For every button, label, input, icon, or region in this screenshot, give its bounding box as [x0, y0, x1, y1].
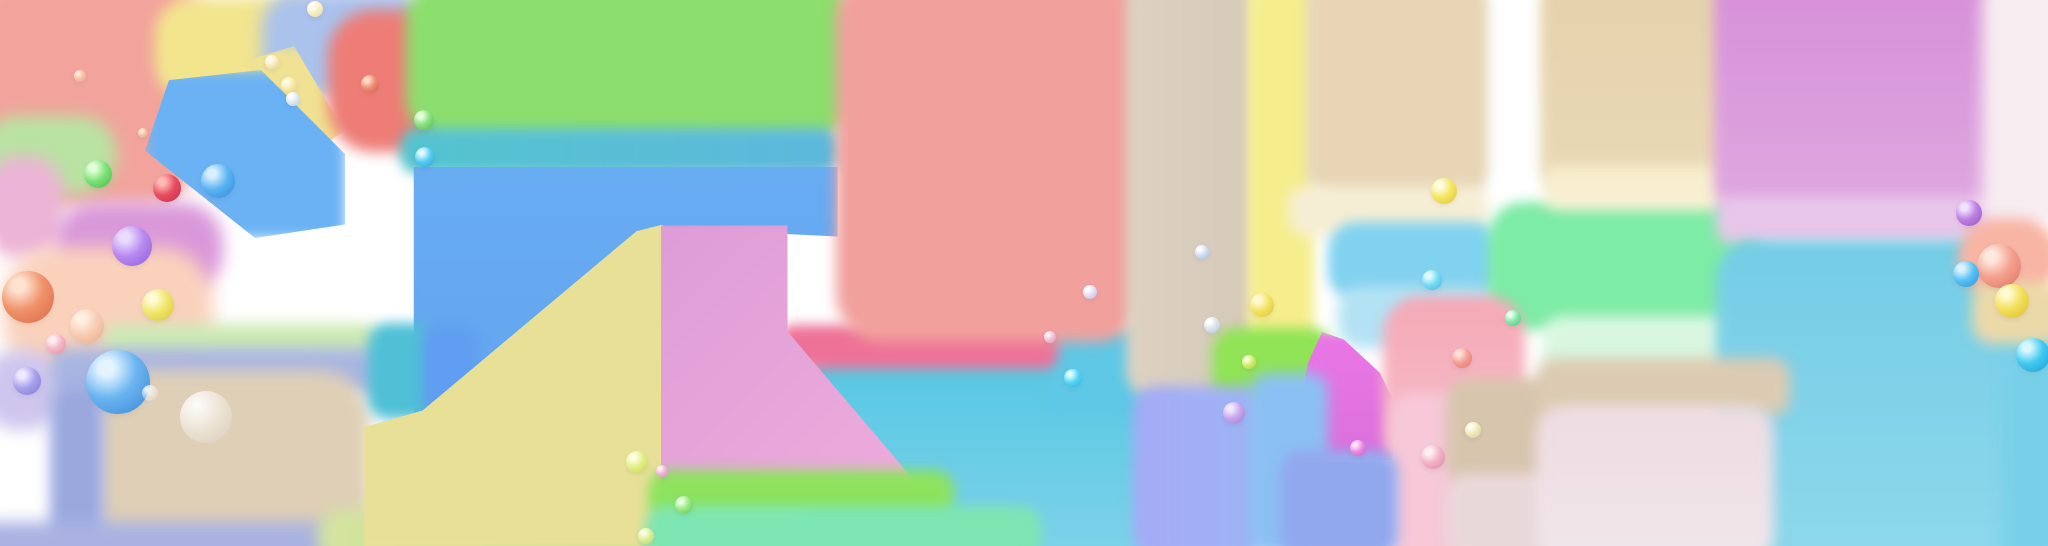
blob-mint-big: [1488, 202, 1760, 330]
sphere-violet-right: [1956, 200, 1982, 226]
sphere-violet: [112, 226, 152, 266]
sphere-bubble-2: [180, 391, 232, 443]
blob-cream-edge: [1543, 166, 1725, 210]
sphere-paleblue-tiny: [286, 92, 300, 106]
blob-orchid-right: [1714, 0, 1999, 216]
sphere-pink-mid: [1421, 445, 1445, 469]
sphere-lavender-mid: [1223, 402, 1245, 424]
sphere-paleblue-2: [1204, 317, 1220, 333]
sphere-peach-tiny-1: [74, 70, 86, 82]
blob-lavender-column2: [1280, 450, 1398, 546]
sphere-pink-small: [46, 334, 66, 354]
sphere-salmon-right: [1977, 244, 2021, 288]
sphere-pink-tiny-mid: [656, 465, 668, 477]
blob-teal-strip: [400, 128, 840, 174]
blob-tan2-block: [1306, 0, 1488, 200]
sphere-greenyellow: [1242, 355, 1256, 369]
blob-teal-wedge: [368, 323, 432, 419]
sphere-peach-tiny-2: [138, 128, 148, 138]
sphere-cream-top: [307, 1, 323, 17]
sphere-paleblue-1: [1195, 245, 1209, 259]
sphere-blue-mid-left: [201, 164, 235, 198]
sphere-cream-small: [1465, 422, 1481, 438]
sphere-yellow-right: [1431, 178, 1457, 204]
sphere-pink-tiny-2: [1044, 331, 1056, 343]
sphere-green-bottom: [675, 496, 693, 514]
sphere-salmonred-small: [361, 75, 379, 93]
sphere-blue-big: [86, 350, 150, 414]
sphere-salmon-big: [2, 271, 54, 323]
sphere-red: [153, 174, 181, 202]
sphere-green-midtop: [414, 110, 434, 130]
blob-khaki-right: [1540, 0, 1728, 192]
blob-lavender-bottomband: [0, 522, 342, 546]
sphere-cyan-midtop: [415, 147, 435, 167]
sphere-lemon: [281, 77, 297, 93]
sphere-green-left: [84, 160, 112, 188]
blob-periwinkle-column: [50, 383, 104, 546]
blob-lavender-column1: [1133, 386, 1265, 546]
sphere-yellowgreen-2: [638, 528, 654, 544]
sphere-blue-right: [1953, 261, 1979, 287]
blob-green-block: [406, 0, 854, 140]
sphere-cyan-small: [1064, 369, 1082, 387]
blob-topright-pale: [1982, 0, 2048, 225]
sphere-yellow-farright: [1995, 284, 2029, 318]
sphere-lavender: [13, 367, 41, 395]
sphere-yellow-left: [142, 289, 174, 321]
sphere-peach-mid: [70, 309, 104, 343]
sphere-palelavender: [1083, 285, 1097, 299]
sphere-cream-2: [265, 55, 279, 69]
sphere-yellow-mid: [1250, 293, 1274, 317]
sphere-bubble-1: [142, 385, 158, 401]
blob-lavenderpink-strip: [1716, 196, 1994, 244]
sphere-cyan-farright: [2016, 338, 2048, 372]
blob-mint-band: [645, 506, 1041, 546]
blob-palepink-bottom: [1536, 406, 1774, 546]
blob-pinklavender-left: [0, 156, 63, 258]
blob-salmon-center: [836, 0, 1144, 342]
sphere-mintgreen: [1505, 310, 1521, 326]
sphere-magenta-small: [1350, 440, 1366, 456]
sphere-salmon-small: [1452, 348, 1472, 368]
sphere-cyan-right: [1422, 270, 1442, 290]
sphere-yellowgreen-1: [626, 451, 648, 473]
